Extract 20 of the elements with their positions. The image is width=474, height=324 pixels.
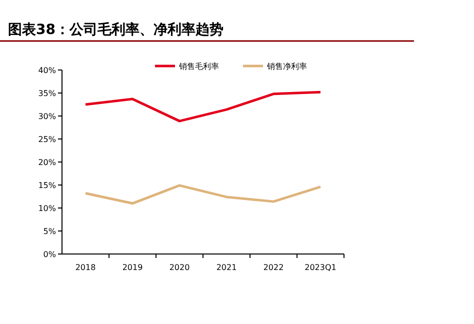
y-tick-label: 20%: [38, 158, 56, 167]
y-tick-label: 5%: [43, 226, 56, 236]
y-tick-label: 10%: [38, 204, 56, 213]
y-tick-label: 0%: [43, 250, 56, 259]
legend-label: 销售净利率: [266, 62, 307, 71]
chart-title: 图表38：公司毛利率、净利率趋势: [8, 21, 224, 38]
y-tick-label: 40%: [38, 66, 56, 75]
y-tick-label: 25%: [38, 134, 56, 144]
x-tick-label: 2018: [75, 263, 96, 272]
x-tick-label: 2021: [216, 263, 237, 272]
y-tick-label: 15%: [38, 180, 56, 190]
line-series: [84, 184, 322, 205]
x-tick-label: 2022: [263, 263, 284, 272]
y-tick-label: 30%: [38, 112, 56, 121]
x-tick-label: 2020: [169, 263, 190, 272]
x-tick-label: 2023Q1: [304, 263, 336, 272]
line-series: [84, 90, 322, 122]
y-tick-label: 35%: [38, 88, 56, 98]
legend-label: 销售毛利率: [178, 62, 219, 71]
x-tick-label: 2019: [122, 263, 143, 272]
